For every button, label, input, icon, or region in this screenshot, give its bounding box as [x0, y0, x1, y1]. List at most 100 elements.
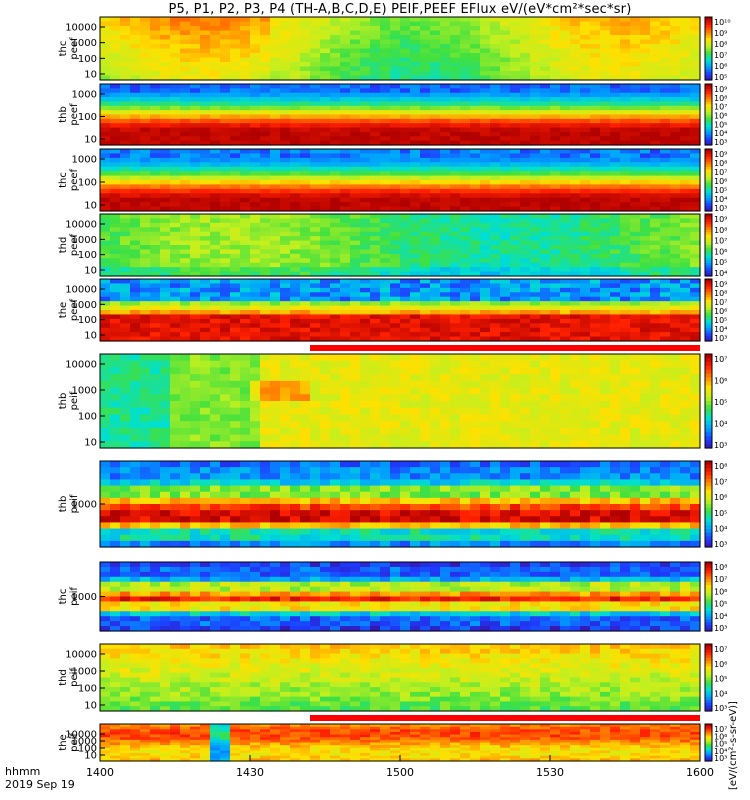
- heatmap-cell: [320, 427, 331, 436]
- heatmap-cell: [510, 292, 521, 298]
- heatmap-cell: [160, 26, 171, 32]
- heatmap-cell: [570, 92, 581, 98]
- heatmap-cell: [670, 296, 681, 302]
- heatmap-cell: [300, 92, 311, 98]
- heatmap-cell: [640, 296, 651, 302]
- heatmap-cell: [260, 166, 271, 172]
- heatmap-cell: [220, 35, 231, 41]
- heatmap-cell: [200, 283, 211, 289]
- heatmap-cell: [140, 84, 151, 89]
- heatmap-cell: [370, 336, 381, 342]
- heatmap-cell: [360, 354, 371, 362]
- heatmap-cell: [560, 245, 571, 251]
- heatmap-cell: [590, 35, 601, 41]
- heatmap-cell: [340, 262, 351, 268]
- heatmap-cell: [170, 97, 181, 103]
- heatmap-cell: [330, 162, 341, 168]
- heatmap-cell: [620, 287, 631, 293]
- heatmap-cell: [100, 21, 111, 27]
- heatmap-cell: [270, 92, 281, 98]
- heatmap-cell: [180, 227, 191, 233]
- heatmap-cell: [330, 314, 341, 320]
- heatmap-cell: [460, 149, 471, 155]
- heatmap-cell: [580, 175, 591, 181]
- heatmap-cell: [180, 240, 191, 246]
- heatmap-cell: [320, 227, 331, 233]
- heatmap-cell: [520, 318, 531, 324]
- heatmap-cell: [630, 249, 641, 255]
- heatmap-cell: [690, 193, 701, 199]
- heatmap-cell: [530, 267, 541, 273]
- heatmap-cell: [690, 227, 701, 233]
- heatmap-cell: [590, 131, 601, 137]
- heatmap-cell: [110, 30, 121, 36]
- heatmap-cell: [320, 48, 331, 54]
- heatmap-cell: [500, 283, 511, 289]
- heatmap-cell: [110, 287, 121, 293]
- heatmap-cell: [250, 227, 261, 233]
- heatmap-cell: [110, 110, 121, 116]
- heatmap-cell: [690, 153, 701, 159]
- heatmap-cell: [350, 21, 361, 27]
- heatmap-cell: [350, 140, 361, 146]
- heatmap-cell: [100, 262, 111, 268]
- heatmap-cell: [490, 17, 501, 23]
- y-tick-label: 1000: [72, 300, 97, 311]
- heatmap-cell: [200, 262, 211, 268]
- heatmap-cell: [510, 26, 521, 32]
- colorbar-segment: [705, 317, 712, 321]
- heatmap-cell: [670, 75, 681, 81]
- heatmap-cell: [200, 153, 211, 159]
- heatmap-cell: [300, 97, 311, 103]
- heatmap-cell: [170, 427, 181, 436]
- heatmap-cell: [500, 105, 511, 111]
- heatmap-cell: [110, 427, 121, 436]
- heatmap-cell: [160, 301, 171, 307]
- heatmap-cell: [390, 53, 401, 59]
- heatmap-cell: [390, 88, 401, 94]
- heatmap-cell: [380, 62, 391, 68]
- heatmap-cell: [100, 26, 111, 32]
- heatmap-cell: [560, 305, 571, 311]
- heatmap-cell: [380, 279, 391, 285]
- heatmap-cell: [210, 136, 221, 142]
- heatmap-cell: [270, 310, 281, 316]
- heatmap-cell: [630, 48, 641, 54]
- heatmap-cell: [480, 97, 491, 103]
- heatmap-cell: [120, 374, 131, 382]
- heatmap-cell: [360, 267, 371, 273]
- heatmap-cell: [100, 214, 111, 220]
- heatmap-cell: [570, 175, 581, 181]
- heatmap-cell: [530, 21, 541, 27]
- heatmap-cell: [410, 258, 421, 264]
- heatmap-cell: [520, 258, 531, 264]
- heatmap-cell: [170, 231, 181, 237]
- colorbar-segment: [705, 53, 712, 57]
- heatmap-cell: [490, 296, 501, 302]
- heatmap-cell: [390, 21, 401, 27]
- heatmap-cell: [360, 110, 371, 116]
- heatmap-cell: [480, 66, 491, 72]
- heatmap-cell: [290, 175, 301, 181]
- heatmap-cell: [420, 323, 431, 329]
- heatmap-cell: [240, 35, 251, 41]
- heatmap-cell: [330, 387, 341, 395]
- heatmap-cell: [430, 262, 441, 268]
- heatmap-cell: [430, 245, 441, 251]
- heatmap-cell: [480, 267, 491, 273]
- heatmap-cell: [260, 267, 271, 273]
- heatmap-cell: [220, 57, 231, 63]
- heatmap-cell: [100, 236, 111, 242]
- heatmap-cell: [600, 66, 611, 72]
- heatmap-cell: [140, 301, 151, 307]
- heatmap-cell: [270, 149, 281, 155]
- heatmap-cell: [640, 305, 651, 311]
- heatmap-cell: [420, 253, 431, 259]
- heatmap-cell: [520, 202, 531, 208]
- heatmap-cell: [150, 53, 161, 59]
- heatmap-cell: [270, 105, 281, 111]
- heatmap-cell: [350, 262, 361, 268]
- heatmap-cell: [280, 414, 291, 422]
- heatmap-cell: [230, 88, 241, 94]
- heatmap-cell: [360, 118, 371, 124]
